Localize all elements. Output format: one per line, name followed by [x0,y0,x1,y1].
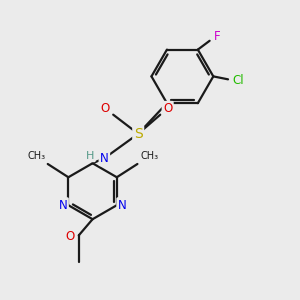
Text: O: O [65,230,74,243]
Text: H: H [86,151,94,161]
Text: CH₃: CH₃ [141,151,159,161]
Text: S: S [134,127,142,141]
Text: Cl: Cl [232,74,244,87]
Text: N: N [100,152,109,165]
Text: N: N [59,199,68,212]
Text: O: O [163,102,172,115]
Text: O: O [100,102,110,115]
Text: N: N [118,199,127,212]
Text: F: F [214,30,220,43]
Text: CH₃: CH₃ [28,151,46,161]
